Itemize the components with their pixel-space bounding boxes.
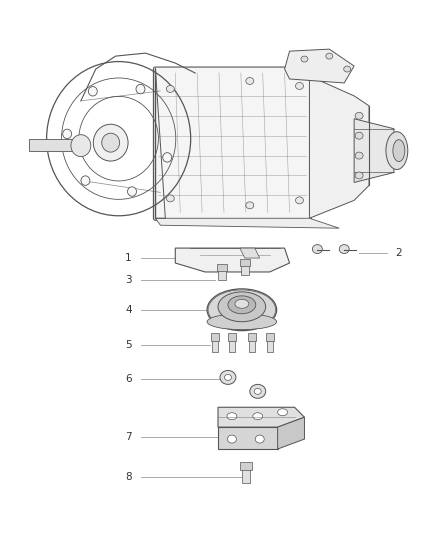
Bar xyxy=(266,333,274,341)
Ellipse shape xyxy=(127,187,137,196)
Ellipse shape xyxy=(235,300,249,308)
Ellipse shape xyxy=(163,152,172,162)
Bar xyxy=(229,340,235,352)
Bar xyxy=(240,259,250,266)
Ellipse shape xyxy=(296,83,304,90)
Ellipse shape xyxy=(207,314,277,330)
Ellipse shape xyxy=(326,53,333,59)
Ellipse shape xyxy=(227,413,237,419)
Ellipse shape xyxy=(166,85,174,92)
Ellipse shape xyxy=(246,202,254,209)
Polygon shape xyxy=(309,76,369,218)
Text: 3: 3 xyxy=(125,275,132,285)
Ellipse shape xyxy=(71,135,91,157)
Bar xyxy=(267,340,273,352)
Polygon shape xyxy=(354,119,394,182)
FancyBboxPatch shape xyxy=(153,67,311,220)
Ellipse shape xyxy=(220,370,236,384)
Ellipse shape xyxy=(246,77,254,84)
Ellipse shape xyxy=(253,413,263,419)
Bar xyxy=(248,333,256,341)
Bar xyxy=(240,462,252,470)
Bar xyxy=(212,340,218,352)
Ellipse shape xyxy=(296,197,304,204)
Ellipse shape xyxy=(355,112,363,119)
Ellipse shape xyxy=(393,140,405,161)
Ellipse shape xyxy=(208,290,276,330)
Ellipse shape xyxy=(278,409,288,416)
Bar xyxy=(217,264,227,271)
Bar xyxy=(242,469,250,483)
Ellipse shape xyxy=(63,129,72,139)
Polygon shape xyxy=(218,427,278,449)
Ellipse shape xyxy=(301,56,308,62)
Ellipse shape xyxy=(355,172,363,179)
Text: 7: 7 xyxy=(125,432,132,442)
Text: 4: 4 xyxy=(125,305,132,315)
Polygon shape xyxy=(285,49,354,83)
Ellipse shape xyxy=(224,375,231,381)
Bar xyxy=(211,333,219,341)
Ellipse shape xyxy=(355,132,363,139)
Ellipse shape xyxy=(88,86,97,96)
Polygon shape xyxy=(240,248,260,258)
Ellipse shape xyxy=(386,132,408,169)
Bar xyxy=(228,333,236,341)
Ellipse shape xyxy=(355,152,363,159)
Ellipse shape xyxy=(228,296,256,314)
Ellipse shape xyxy=(339,245,349,254)
Bar xyxy=(218,270,226,280)
Polygon shape xyxy=(155,218,339,228)
Text: 5: 5 xyxy=(125,340,132,350)
Ellipse shape xyxy=(254,389,261,394)
Ellipse shape xyxy=(250,384,266,398)
Text: 1: 1 xyxy=(125,253,132,263)
Ellipse shape xyxy=(81,176,90,185)
Text: 2: 2 xyxy=(396,248,402,258)
Bar xyxy=(241,265,249,275)
Polygon shape xyxy=(218,407,304,427)
Ellipse shape xyxy=(136,84,145,94)
Polygon shape xyxy=(175,248,290,272)
Ellipse shape xyxy=(207,289,277,330)
Ellipse shape xyxy=(93,124,128,161)
Polygon shape xyxy=(278,417,304,449)
Bar xyxy=(29,139,74,151)
Ellipse shape xyxy=(312,245,322,254)
Text: 6: 6 xyxy=(125,374,132,384)
Ellipse shape xyxy=(255,435,264,443)
Ellipse shape xyxy=(102,133,120,152)
Bar xyxy=(249,340,255,352)
Text: 8: 8 xyxy=(125,472,132,482)
Ellipse shape xyxy=(218,292,266,322)
Ellipse shape xyxy=(227,435,237,443)
Ellipse shape xyxy=(344,66,351,72)
Ellipse shape xyxy=(166,195,174,202)
